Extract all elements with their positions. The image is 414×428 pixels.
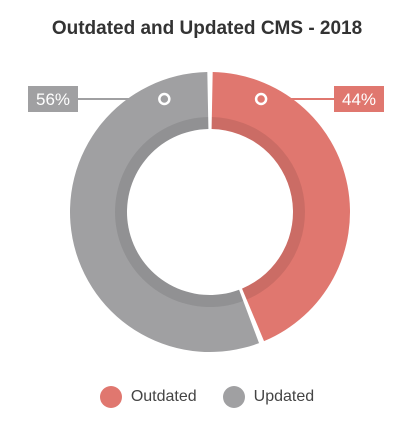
value-label-box-outdated (334, 86, 384, 112)
legend-item-outdated[interactable]: Outdated (99, 386, 197, 408)
legend-swatch-outdated (99, 386, 122, 408)
callout-dot-outdated (254, 92, 268, 106)
donut-slice-updated[interactable] (69, 72, 260, 352)
donut-slice-outdated[interactable] (211, 72, 350, 342)
donut-inner-shade-outdated (211, 117, 306, 300)
legend-label-outdated: Outdated (130, 388, 197, 405)
value-label-updated: 56% (36, 90, 70, 109)
legend-swatch-updated (222, 386, 245, 408)
callout-dot-updated (158, 92, 171, 106)
value-label-outdated: 44% (342, 90, 376, 109)
legend-label-updated: Updated (253, 388, 315, 405)
value-label-box-updated (28, 86, 78, 112)
legend-item-updated[interactable]: Updated (222, 386, 315, 408)
chart-legend: Outdated Updated (0, 386, 414, 408)
chart-title: Outdated and Updated CMS - 2018 (51, 18, 363, 39)
